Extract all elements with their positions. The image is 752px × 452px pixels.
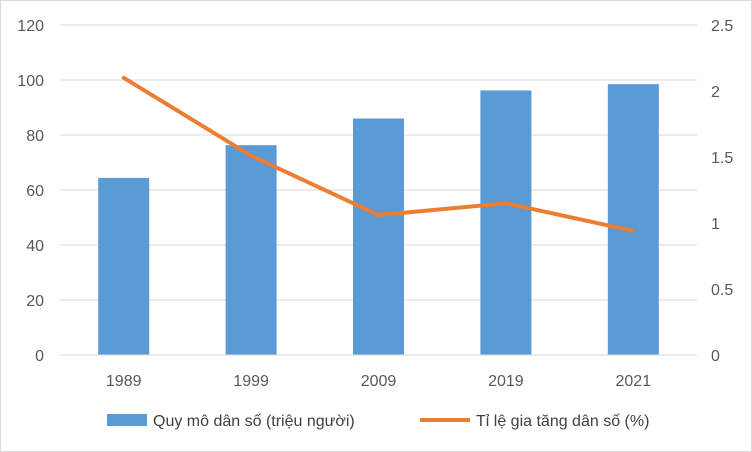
legend-bar-label: Quy mô dân số (triệu người)	[153, 413, 355, 430]
y-right-tick-label: 1	[711, 216, 720, 233]
y-right-tick-label: 1.5	[711, 150, 733, 167]
y-left-tick-label: 100	[17, 73, 44, 90]
y-right-tick-label: 0	[711, 348, 720, 365]
bar-1999	[225, 145, 277, 355]
bar-2009	[353, 118, 404, 355]
bar-series	[98, 84, 659, 355]
x-tick-label: 1989	[106, 373, 142, 390]
bar-2021	[607, 84, 659, 355]
y-right-tick-label: 2.5	[711, 18, 733, 35]
legend-bar-swatch	[107, 414, 147, 426]
legend-line-label: Tỉ lệ gia tăng dân số (%)	[476, 413, 649, 430]
y-left-tick-label: 120	[17, 18, 44, 35]
axes: 0 20 40 60 80 100 120 0 0.5 1 1.5 2 2.5 1989 1999 2009 2…	[17, 18, 733, 390]
bar-2019	[480, 90, 532, 355]
y-right-tick-label: 0.5	[711, 282, 733, 299]
y-left-tick-label: 0	[35, 348, 44, 365]
x-tick-label: 2019	[488, 373, 524, 390]
legend: Quy mô dân số (triệu người) Tỉ lệ gia tăn…	[107, 413, 649, 430]
x-tick-label: 2021	[616, 373, 652, 390]
x-tick-label: 1999	[233, 373, 269, 390]
y-left-tick-label: 60	[26, 183, 44, 200]
y-right-tick-label: 2	[711, 84, 720, 101]
y-left-tick-label: 40	[26, 238, 44, 255]
line-series	[121, 75, 636, 233]
y-left-tick-label: 20	[26, 293, 44, 310]
bar-1989	[98, 177, 150, 355]
x-tick-label: 2009	[361, 373, 397, 390]
y-left-tick-label: 80	[26, 128, 44, 145]
